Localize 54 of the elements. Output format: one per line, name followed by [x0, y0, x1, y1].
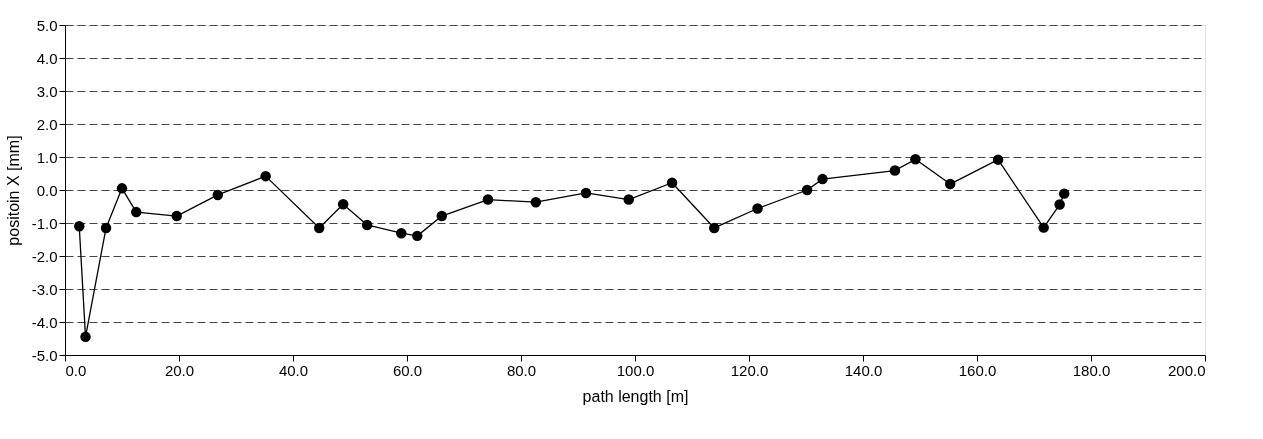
point [752, 203, 763, 214]
point [801, 184, 813, 196]
point [396, 228, 407, 239]
point [337, 198, 349, 210]
x-tick-label: 80.0 [506, 361, 537, 379]
point [1054, 199, 1065, 210]
point [313, 222, 325, 234]
x-tick-label: 40.0 [278, 361, 309, 379]
y-axis-title: positoin X [mm] [4, 135, 22, 246]
y-tick-label: -5.0 [31, 346, 58, 364]
point [482, 194, 494, 205]
y-tick-label: 5.0 [36, 16, 58, 34]
point [412, 230, 423, 242]
x-tick-label: 60.0 [392, 361, 423, 379]
point [1038, 222, 1049, 233]
point [623, 194, 634, 205]
y-tick-label: -2.0 [31, 247, 58, 265]
point [260, 170, 271, 182]
point [666, 177, 678, 188]
point [361, 219, 373, 231]
y-tick-label: 0.0 [36, 181, 58, 199]
x-tick-label: 120.0 [730, 361, 769, 379]
y-tick-label: -4.0 [31, 313, 58, 331]
y-tick-label: -1.0 [31, 214, 58, 232]
x-tick-label: 140.0 [844, 361, 883, 379]
y-tick-label: 4.0 [36, 49, 58, 67]
point [530, 196, 542, 208]
point [171, 210, 182, 222]
point [580, 187, 592, 199]
point [817, 173, 828, 185]
x-tick-label: 100.0 [616, 361, 655, 379]
x-tick-label: 180.0 [1072, 361, 1111, 379]
point [708, 222, 720, 234]
point [436, 210, 448, 222]
x-tick-label: 20.0 [164, 361, 195, 379]
y-tick-label: -3.0 [31, 280, 58, 298]
point [910, 154, 921, 165]
point [100, 222, 112, 234]
x-tick-label: 0.0 [65, 361, 87, 379]
point [944, 178, 956, 190]
y-tick-label: 3.0 [36, 82, 58, 100]
point [992, 154, 1004, 165]
point [80, 331, 91, 343]
point [1058, 188, 1070, 199]
x-tick-label: 200.0 [1167, 361, 1206, 379]
point [131, 206, 142, 218]
x-tick-label: 160.0 [958, 361, 997, 379]
y-tick-label: 1.0 [36, 148, 58, 166]
point [889, 165, 901, 176]
x-axis-title: path length [m] [582, 387, 689, 405]
point [212, 189, 223, 201]
y-tick-label: 2.0 [36, 115, 58, 133]
point [116, 183, 128, 194]
point [74, 221, 85, 232]
